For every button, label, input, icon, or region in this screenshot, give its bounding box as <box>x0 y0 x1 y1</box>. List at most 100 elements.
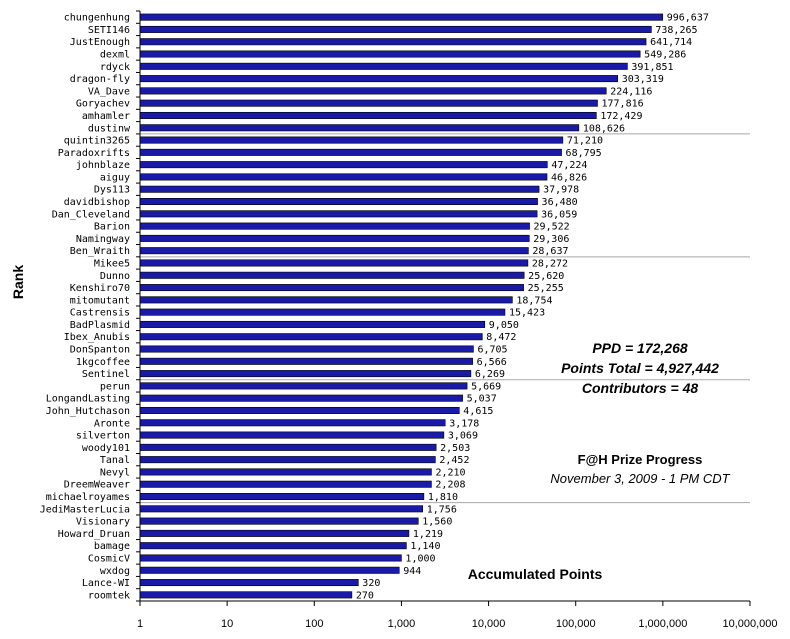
bar <box>139 419 446 427</box>
bar <box>139 185 540 193</box>
category-label: Kenshiro70 <box>70 283 130 294</box>
category-label: Lance-WI <box>82 578 130 589</box>
category-label: dexml <box>100 50 130 61</box>
x-tick-label: 10,000 <box>472 618 506 630</box>
category-label: dustinw <box>88 123 131 134</box>
bar <box>139 210 538 218</box>
bars <box>139 13 664 599</box>
category-label: johnblaze <box>76 160 130 171</box>
value-label: 549,286 <box>644 50 686 61</box>
value-label: 47,224 <box>551 160 587 171</box>
bar <box>139 357 473 365</box>
bar <box>139 148 562 156</box>
value-label: 46,826 <box>551 172 587 183</box>
bar <box>139 566 400 574</box>
category-label: bamage <box>94 541 130 552</box>
value-label: 29,522 <box>534 222 570 233</box>
value-label: 6,705 <box>477 345 507 356</box>
points-total-stat: Points Total = 4,927,442 <box>561 360 719 376</box>
bar <box>139 591 353 599</box>
value-label: 224,116 <box>610 86 652 97</box>
value-label: 172,429 <box>600 111 642 122</box>
bar <box>139 38 647 46</box>
ppd-stat: PPD = 172,268 <box>592 340 688 356</box>
value-label: 177,816 <box>602 99 644 110</box>
value-label: 2,503 <box>440 443 470 454</box>
value-label: 1,219 <box>413 529 443 540</box>
value-label: 738,265 <box>655 25 697 36</box>
category-label: mitomutant <box>70 295 130 306</box>
chart-title: F@H Prize Progress <box>577 452 703 467</box>
category-label: DonSpanton <box>70 345 130 356</box>
bar <box>139 13 664 21</box>
value-label: 641,714 <box>650 37 692 48</box>
y-axis-title: Rank <box>10 265 26 299</box>
value-label: 391,851 <box>631 62 673 73</box>
bar <box>139 124 580 132</box>
value-label: 320 <box>362 578 380 589</box>
category-label: silverton <box>76 431 130 442</box>
x-tick-label: 100 <box>305 618 323 630</box>
bar <box>139 406 460 414</box>
category-label: Mikee5 <box>94 258 130 269</box>
value-label: 108,626 <box>583 123 625 134</box>
category-label: Goryachev <box>76 99 130 110</box>
value-label: 303,319 <box>622 74 664 85</box>
x-tick-label: 10 <box>221 618 233 630</box>
value-label: 28,272 <box>532 258 568 269</box>
bar <box>139 136 564 144</box>
category-label: wxdog <box>100 566 130 577</box>
bar <box>139 234 530 242</box>
category-label: aiguy <box>100 172 130 183</box>
bar <box>139 333 483 341</box>
bar <box>139 161 548 169</box>
value-label: 3,069 <box>448 431 478 442</box>
bar <box>139 345 474 353</box>
value-label: 28,637 <box>532 246 568 257</box>
value-label: 3,178 <box>449 418 479 429</box>
category-label: michaelroyames <box>46 492 130 503</box>
value-label: 5,037 <box>467 394 497 405</box>
bar <box>139 308 506 316</box>
category-label: Sentinel <box>82 369 130 380</box>
value-label: 29,306 <box>533 234 569 245</box>
bar <box>139 62 628 70</box>
bar <box>139 247 529 255</box>
category-label: Barion <box>94 222 130 233</box>
contributors-stat: Contributors = 48 <box>581 380 699 396</box>
category-label: Dunno <box>100 271 130 282</box>
value-label: 71,210 <box>567 136 603 147</box>
bar <box>139 370 472 378</box>
bar <box>139 259 529 267</box>
x-tick-label: 1,000,000 <box>638 618 687 630</box>
category-label: Visionary <box>76 517 130 528</box>
stats-box: PPD = 172,268 Points Total = 4,927,442 C… <box>520 338 760 398</box>
category-label: DreemWeaver <box>64 480 130 491</box>
bar <box>139 456 436 464</box>
value-label: 2,452 <box>439 455 469 466</box>
category-label: Dys113 <box>94 185 130 196</box>
bar <box>139 25 652 33</box>
bar <box>139 579 359 587</box>
x-tick-label: 1 <box>137 618 143 630</box>
value-label: 6,269 <box>475 369 505 380</box>
category-label: davidbishop <box>64 197 130 208</box>
bar <box>139 443 437 451</box>
bar <box>139 480 432 488</box>
category-label: Ibex_Anubis <box>64 332 130 343</box>
value-label: 1,140 <box>410 541 440 552</box>
bar <box>139 505 424 513</box>
category-label: Dan_Cleveland <box>52 209 130 220</box>
value-label: 9,050 <box>489 320 519 331</box>
value-label: 1,810 <box>428 492 458 503</box>
bar <box>139 542 407 550</box>
category-label: rdyck <box>100 62 130 73</box>
category-label: JediMasterLucia <box>40 504 130 515</box>
x-tick-label: 10,000,000 <box>722 618 777 630</box>
category-label: amhamler <box>82 111 130 122</box>
bar <box>139 50 641 58</box>
value-label: 6,566 <box>477 357 507 368</box>
category-label: perun <box>100 381 130 392</box>
